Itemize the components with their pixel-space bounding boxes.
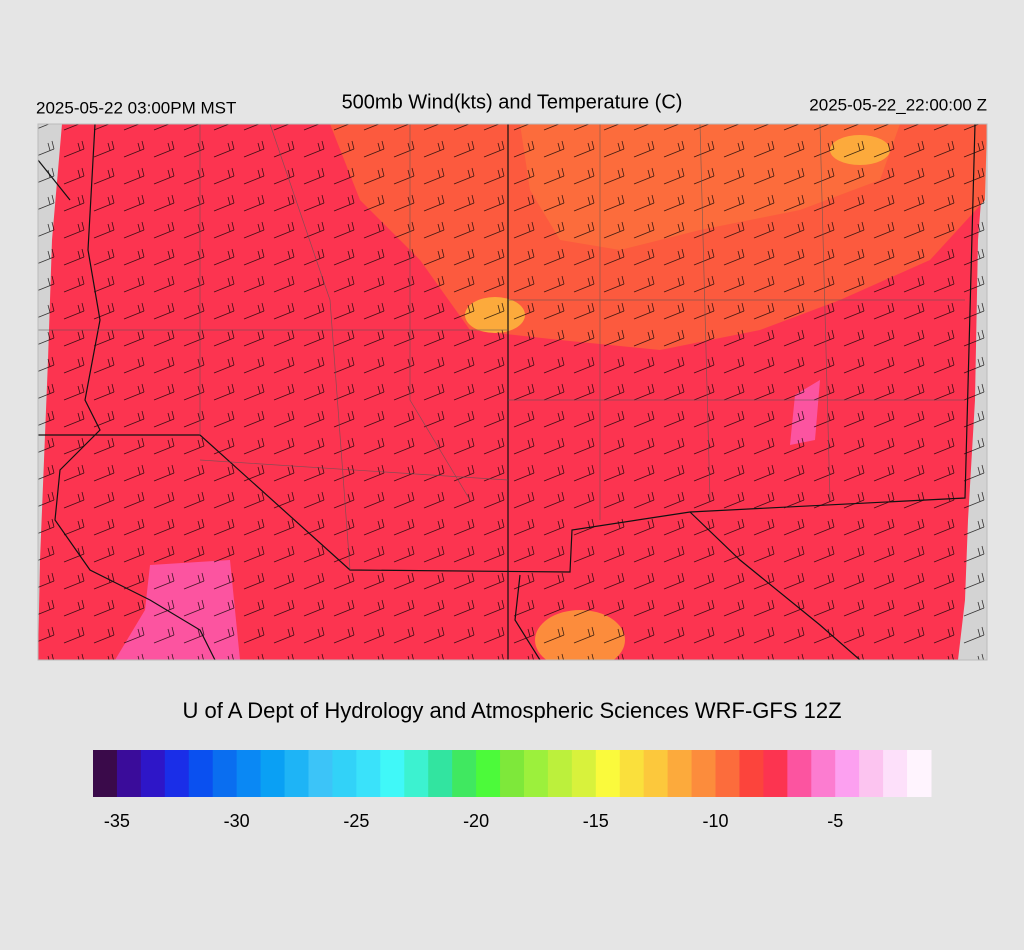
colorbar-swatch xyxy=(595,750,621,797)
colorbar-swatch xyxy=(284,750,309,797)
colorbar-swatch xyxy=(476,750,501,797)
colorbar-swatch xyxy=(236,750,262,797)
colorbar-swatch xyxy=(164,750,190,797)
footer-credit: U of A Dept of Hydrology and Atmospheric… xyxy=(182,698,841,723)
colorbar-tick-label: -35 xyxy=(104,811,130,831)
colorbar-swatch xyxy=(140,750,166,797)
colorbar-swatch xyxy=(811,750,836,797)
colorbar-swatch xyxy=(428,750,453,797)
colorbar-swatch xyxy=(308,750,333,797)
map-title: 500mb Wind(kts) and Temperature (C) xyxy=(342,91,683,113)
colorbar: -35 -30 -25 -20 -15 -10 -5 xyxy=(93,750,932,831)
colorbar-tick-label: -20 xyxy=(463,811,489,831)
borders xyxy=(38,124,976,660)
valid-time-local: 2025-05-22 03:00PM MST xyxy=(36,98,236,117)
colorbar-swatch xyxy=(643,750,669,797)
colorbar-swatch xyxy=(835,750,860,797)
colorbar-swatch xyxy=(547,750,573,797)
colorbar-swatch xyxy=(93,750,118,797)
wind-barbs xyxy=(38,124,987,660)
colorbar-swatch xyxy=(260,750,286,797)
colorbar-swatch xyxy=(380,750,405,797)
colorbar-swatch xyxy=(787,750,812,797)
county-lines xyxy=(38,124,965,571)
colorbar-swatch xyxy=(523,750,549,797)
colorbar-swatch xyxy=(356,750,381,797)
colorbar-swatch xyxy=(188,750,214,797)
colorbar-tick-label: -5 xyxy=(827,811,843,831)
colorbar-tick-label: -25 xyxy=(343,811,369,831)
colorbar-swatch xyxy=(883,750,908,797)
colorbar-swatch xyxy=(667,750,693,797)
colorbar-swatch xyxy=(404,750,429,797)
colorbar-swatch xyxy=(619,750,645,797)
colorbar-swatch xyxy=(859,750,884,797)
colorbar-swatch xyxy=(116,750,142,797)
map xyxy=(38,124,987,660)
colorbar-tick-label: -30 xyxy=(224,811,250,831)
colorbar-tick-label: -15 xyxy=(583,811,609,831)
colorbar-swatch xyxy=(571,750,597,797)
colorbar-swatch xyxy=(907,750,932,797)
colorbar-swatch xyxy=(763,750,788,797)
colorbar-swatch xyxy=(212,750,238,797)
map-frame xyxy=(37,123,988,661)
colorbar-swatch xyxy=(332,750,357,797)
colorbar-swatch xyxy=(691,750,717,797)
colorbar-swatch xyxy=(739,750,764,797)
colorbar-tick-label: -10 xyxy=(703,811,729,831)
colorbar-swatch xyxy=(500,750,525,797)
valid-time-utc: 2025-05-22_22:00:00 Z xyxy=(809,95,987,114)
colorbar-swatch xyxy=(452,750,477,797)
colorbar-swatch xyxy=(715,750,740,797)
